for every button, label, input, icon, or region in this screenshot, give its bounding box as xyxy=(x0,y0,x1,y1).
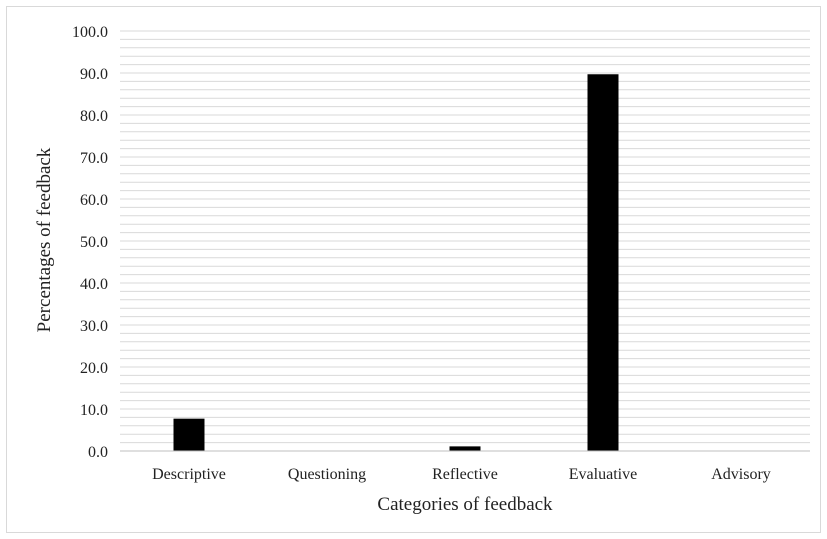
y-tick-label: 80.0 xyxy=(80,108,108,125)
y-tick-label: 50.0 xyxy=(80,234,108,251)
x-category-label: Advisory xyxy=(711,466,771,483)
y-tick-label: 90.0 xyxy=(80,66,108,83)
x-category-label: Descriptive xyxy=(152,466,226,483)
y-tick-label: 100.0 xyxy=(72,24,108,41)
gridlines xyxy=(120,30,810,444)
bars xyxy=(173,74,619,451)
y-tick-label: 60.0 xyxy=(80,192,108,209)
chart-frame xyxy=(6,6,821,533)
x-category-label: Evaluative xyxy=(569,466,637,483)
x-category-label: Reflective xyxy=(432,466,498,483)
y-axis-title: Percentages of feedback xyxy=(34,147,55,332)
bar-evaluative xyxy=(587,74,619,451)
y-tick-label: 30.0 xyxy=(80,318,108,335)
y-tick-labels: 0.0 10.0 20.0 30.0 40.0 50.0 60.0 70.0 80.0 90.0 1… xyxy=(72,24,108,461)
bar-reflective xyxy=(449,446,481,451)
x-axis-title: Categories of feedback xyxy=(377,494,553,515)
bar-descriptive xyxy=(173,418,205,451)
y-tick-label: 70.0 xyxy=(80,150,108,167)
y-tick-label: 0.0 xyxy=(88,444,108,461)
y-tick-label: 10.0 xyxy=(80,402,108,419)
x-category-labels: Descriptive Questioning Reflective Evaluati… xyxy=(152,466,771,483)
x-category-label: Questioning xyxy=(288,466,366,483)
y-tick-label: 40.0 xyxy=(80,276,108,293)
y-tick-label: 20.0 xyxy=(80,360,108,377)
